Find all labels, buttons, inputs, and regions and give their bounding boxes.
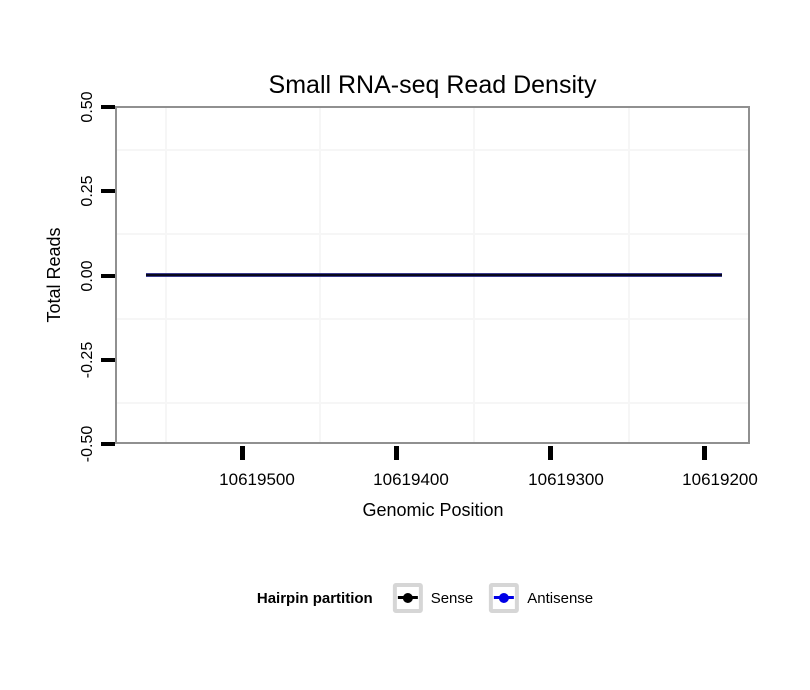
y-tick-label: -0.25 [79, 341, 96, 379]
x-tick [394, 446, 399, 460]
x-axis-title: Genomic Position [362, 500, 504, 520]
plot-area [117, 108, 748, 442]
gridline-h-minor [117, 402, 748, 404]
legend-key-sense [392, 583, 423, 613]
read-density-line [146, 273, 722, 277]
y-tick [101, 105, 115, 109]
sense-point-icon [402, 593, 413, 603]
legend-key-antisense [489, 583, 520, 613]
y-tick-label: 0.00 [79, 259, 96, 292]
antisense-point-icon [499, 593, 510, 603]
y-tick [101, 442, 115, 446]
gridline-h-minor [117, 233, 748, 235]
x-tick-label: 10619200 [682, 470, 758, 489]
y-tick-label: 0.25 [79, 175, 96, 207]
legend-label-sense: Sense [430, 589, 474, 607]
y-tick [101, 274, 115, 278]
x-tick-label: 10619300 [528, 470, 604, 489]
gridline-h-minor [117, 149, 748, 151]
plot-panel [115, 106, 750, 444]
x-tick [548, 446, 553, 460]
legend: Hairpin partition Sense Antisense [257, 582, 609, 614]
y-axis-title: Total Reads [44, 227, 64, 323]
gridline-h-minor [117, 318, 748, 320]
y-tick [101, 358, 115, 362]
legend-label-antisense: Antisense [527, 589, 594, 607]
legend-title: Hairpin partition [256, 589, 373, 607]
x-tick [240, 446, 245, 460]
x-tick [702, 446, 707, 460]
y-tick-label: 0.50 [79, 91, 96, 123]
y-tick [101, 189, 115, 193]
chart-title: Small RNA-seq Read Density [268, 71, 597, 99]
y-tick-label: -0.50 [79, 425, 96, 463]
x-tick-label: 10619400 [373, 470, 449, 489]
x-tick-label: 10619500 [219, 470, 295, 489]
